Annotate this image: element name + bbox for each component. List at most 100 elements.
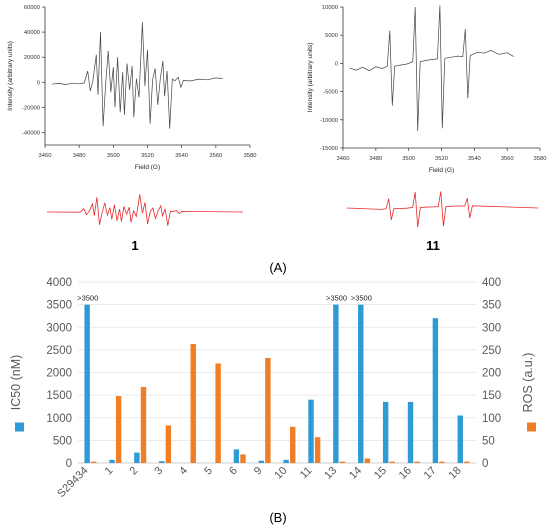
ros-bar: [414, 461, 420, 463]
ic50-bar: [457, 415, 463, 463]
y-tick-label: -20000: [22, 105, 40, 111]
ros-bar: [464, 461, 470, 463]
ic50-bar: [407, 401, 414, 463]
y-right-tick-label: 250: [482, 345, 501, 357]
ic50-bar: [382, 401, 389, 463]
x-tick-label: 3560: [209, 153, 222, 159]
x-tick-label: 4: [177, 465, 190, 478]
x-tick-label: 17: [422, 465, 439, 482]
x-tick-label: 3520: [141, 153, 154, 159]
ic50-ros-bar-chart: 0500100015002000250030003500400005010015…: [9, 277, 536, 500]
y-left-tick-label: 3500: [46, 300, 72, 312]
y-left-tick-label: 4000: [46, 277, 72, 289]
y-tick-label: 10000: [322, 5, 338, 11]
ic50-bar: [109, 459, 115, 463]
caption-compound-11: 11: [426, 238, 440, 253]
bar-annotation: >3500: [326, 294, 347, 303]
simulated-trace: [46, 194, 244, 226]
x-tick-label: 3540: [468, 156, 481, 162]
x-tick-label: 3520: [435, 156, 448, 162]
y-tick-label: 20000: [24, 55, 40, 61]
y-tick-label: 60000: [24, 5, 40, 11]
x-tick-label: 16: [397, 465, 414, 482]
y-left-tick-label: 3000: [46, 322, 72, 334]
ros-bar: [339, 461, 346, 463]
ros-bar: [314, 437, 321, 463]
x-tick-label: 15: [372, 465, 389, 482]
y-right-tick-label: 150: [482, 390, 501, 402]
x-tick-label: 9: [252, 465, 265, 478]
x-tick-label: 5: [202, 465, 215, 478]
x-tick-label: 3500: [107, 153, 120, 159]
y-left-tick-label: 1500: [46, 390, 72, 402]
ic50-bar: [283, 459, 289, 463]
ros-bar: [140, 386, 147, 463]
ros-bar: [265, 358, 271, 463]
y-axis-title: Intensity (arbitrary units): [307, 43, 314, 113]
ic50-bar: [258, 460, 264, 463]
y-tick-label: 0: [37, 80, 40, 86]
ros-bar: [215, 363, 221, 463]
x-tick-label: 1: [103, 465, 116, 478]
simulated-spectrum-compound-1: [46, 194, 244, 226]
x-tick-label: 3: [152, 465, 165, 478]
y-tick-label: -40000: [22, 130, 40, 136]
x-axis-title: Field (G): [135, 164, 160, 171]
ic50-legend-marker: [15, 422, 24, 432]
y-tick-label: -15000: [320, 146, 338, 152]
y-tick-label: 5000: [325, 33, 338, 39]
y-right-tick-label: 0: [482, 458, 488, 470]
y-right-tick-label: 200: [482, 368, 501, 380]
y-right-tick-label: 50: [482, 435, 495, 447]
ros-bar: [439, 461, 445, 463]
x-tick-label: 3540: [175, 153, 188, 159]
ic50-bar: [358, 304, 364, 463]
spectrum-trace: [349, 5, 514, 132]
simulated-trace: [346, 191, 539, 228]
ros-bar: [190, 343, 196, 463]
y-left-tick-label: 1000: [46, 413, 72, 425]
x-tick-label: 2: [127, 465, 140, 478]
epr-spectrum-compound-11: 3460 3480 3500 3520 3540 3560 3580 -15000 -10000…: [307, 5, 546, 174]
y-left-tick-label: 500: [53, 435, 72, 447]
x-tick-label: 11: [298, 465, 315, 482]
x-tick-label: 14: [347, 465, 364, 482]
y-tick-label: 0: [335, 61, 338, 67]
simulated-spectrum-compound-11: [346, 191, 539, 228]
ros-bar: [364, 458, 371, 463]
ic50-bar: [233, 449, 240, 463]
x-tick-label: 3560: [501, 156, 514, 162]
bar-annotation: >3500: [351, 294, 372, 303]
panel-a-label: (A): [269, 260, 286, 275]
y-tick-label: -5000: [323, 90, 338, 96]
ic50-bar: [308, 399, 314, 463]
ros-legend-marker: [527, 422, 536, 432]
ros-bar: [240, 454, 246, 463]
x-tick-label: 10: [272, 465, 289, 482]
x-tick-label: 13: [322, 465, 339, 482]
ic50-bar: [432, 318, 439, 463]
ic50-bar: [333, 304, 339, 463]
y-left-tick-label: 2500: [46, 345, 72, 357]
x-tick-label: 3480: [369, 156, 382, 162]
y-right-tick-label: 400: [482, 277, 501, 289]
y-left-tick-label: 2000: [46, 368, 72, 380]
ic50-bar: [159, 461, 165, 463]
ros-bar: [91, 461, 97, 463]
x-tick-label: 3480: [73, 153, 86, 159]
x-tick-label: 3460: [337, 156, 350, 162]
panel-b-label: (B): [269, 510, 286, 525]
x-tick-label: 3500: [402, 156, 415, 162]
x-axis-title: Field (G): [429, 167, 454, 174]
ros-bar: [290, 426, 296, 463]
x-tick-label: S29434: [55, 465, 90, 500]
ic50-bar: [134, 452, 140, 463]
y-left-tick-label: 0: [66, 458, 72, 470]
ic50-bar: [84, 304, 90, 463]
ros-bar: [389, 461, 395, 463]
y-tick-label: 40000: [24, 30, 40, 36]
ros-bar: [165, 425, 172, 463]
x-tick-label: 3580: [534, 156, 547, 162]
x-tick-label: 18: [447, 465, 464, 482]
